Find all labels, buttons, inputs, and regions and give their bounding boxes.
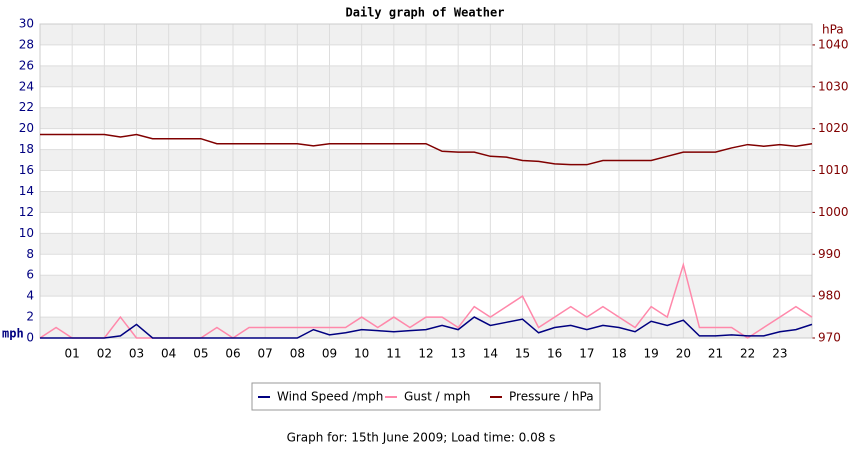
y-tick-label: 12 (19, 205, 34, 219)
y-tick-label: 6 (26, 268, 34, 282)
x-tick-label: 15 (515, 347, 530, 361)
y2-tick-label: 970 (818, 331, 841, 345)
x-tick-label: 06 (225, 347, 240, 361)
y-tick-label: 14 (19, 184, 34, 198)
y-tick-label: 24 (19, 79, 34, 93)
x-tick-label: 04 (161, 347, 176, 361)
y-tick-label: 10 (19, 226, 34, 240)
plot-border (39, 23, 813, 339)
y-tick-label: 30 (19, 17, 34, 31)
x-tick-label: 21 (708, 347, 723, 361)
x-tick-label: 23 (772, 347, 787, 361)
x-tick-label: 01 (65, 347, 80, 361)
chart-title: Daily graph of Weather (346, 6, 505, 20)
y2-tick-label: 990 (818, 247, 841, 261)
x-tick-label: 07 (258, 347, 273, 361)
x-tick-label: 03 (129, 347, 144, 361)
y2-tick-label: 1030 (818, 79, 849, 93)
legend-label: Gust / mph (404, 390, 470, 404)
y-tick-label: 4 (26, 289, 34, 303)
y-tick-label: 18 (19, 142, 34, 156)
legend-label: Wind Speed /mph (277, 390, 383, 404)
y2-tick-label: 980 (818, 289, 841, 303)
y-tick-label: 2 (26, 310, 34, 324)
y-tick-label: 20 (19, 121, 34, 135)
y-axis-label: mph (2, 327, 24, 341)
y2-tick-label: 1010 (818, 163, 849, 177)
y-tick-label: 8 (26, 247, 34, 261)
y2-tick-label: 1040 (818, 37, 849, 51)
y-tick-label: 0 (26, 331, 34, 345)
series-line (40, 316, 813, 339)
x-tick-label: 22 (740, 347, 755, 361)
x-tick-label: 10 (354, 347, 369, 361)
legend-box (251, 382, 601, 411)
y2-tick-label: 1020 (818, 121, 849, 135)
x-tick-label: 17 (579, 347, 594, 361)
x-tick-label: 14 (483, 347, 498, 361)
x-tick-label: 02 (97, 347, 112, 361)
x-tick-label: 08 (290, 347, 305, 361)
y-tick-label: 22 (19, 100, 34, 114)
legend-label: Pressure / hPa (509, 390, 594, 404)
x-tick-label: 20 (676, 347, 691, 361)
series-line (40, 133, 813, 166)
x-tick-label: 16 (547, 347, 562, 361)
y2-axis-label: hPa (822, 23, 844, 37)
x-tick-label: 09 (322, 347, 337, 361)
x-tick-label: 18 (611, 347, 626, 361)
x-tick-label: 19 (644, 347, 659, 361)
y2-tick-label: 1000 (818, 205, 849, 219)
y-tick-label: 26 (19, 58, 34, 72)
y-tick-label: 28 (19, 37, 34, 51)
y-tick-label: 16 (19, 163, 34, 177)
x-tick-label: 05 (193, 347, 208, 361)
x-tick-label: 13 (451, 347, 466, 361)
x-tick-label: 12 (418, 347, 433, 361)
x-tick-label: 11 (386, 347, 401, 361)
footer: Graph for: 15th June 2009; Load time: 0.… (287, 431, 556, 445)
